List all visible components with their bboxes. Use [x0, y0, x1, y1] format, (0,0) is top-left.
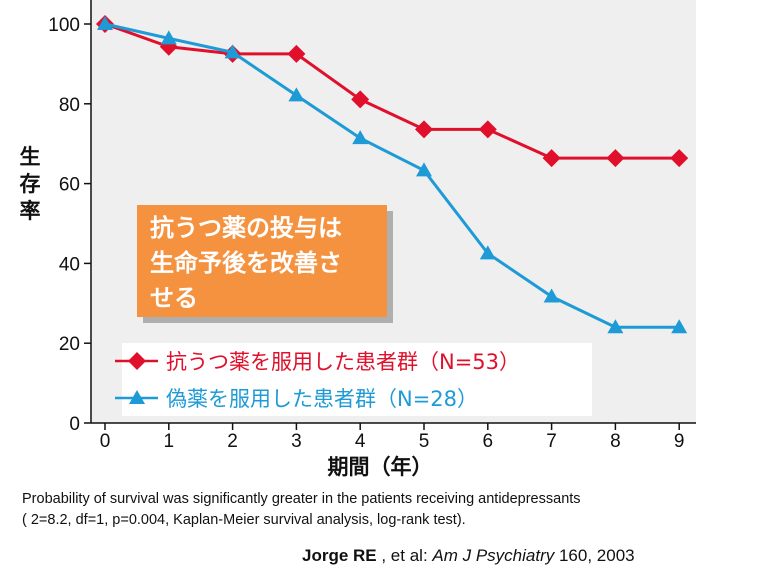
citation-rest: 160, 2003 [554, 546, 635, 565]
y-axis-title-char-2: 率 [20, 199, 41, 223]
series-0-point-8 [606, 149, 625, 168]
series-1-point-2 [224, 44, 241, 59]
series-1-point-8 [607, 319, 624, 334]
series-1-point-6 [479, 245, 496, 260]
y-axis-title-char-1: 存 [20, 172, 41, 196]
x-tick-label-2: 2 [227, 431, 238, 452]
annotation-box: 抗うつ薬の投与は 生命予後を改善さ せる [137, 205, 393, 323]
x-tick-label-3: 3 [291, 431, 302, 452]
y-tick-label-100: 100 [48, 15, 80, 36]
citation-journal: Am J Psychiatry [432, 546, 555, 565]
caption-line-2: ( 2=8.2, df=1, p=0.004, Kaplan-Meier sur… [22, 512, 466, 528]
legend-marker-drug [128, 352, 146, 370]
series-1-point-9 [671, 319, 688, 334]
series-1-point-7 [543, 288, 560, 303]
series-1-point-1 [160, 30, 177, 45]
series-0-point-9 [670, 149, 689, 168]
x-tick-label-6: 6 [483, 431, 494, 452]
series-0-point-5 [415, 120, 433, 139]
x-tick-label-1: 1 [164, 431, 175, 452]
series-1-point-5 [416, 162, 432, 177]
annotation-line-3: せる [150, 284, 198, 312]
legend-background [122, 343, 592, 416]
annotation-line-1: 抗うつ薬の投与は [150, 214, 342, 242]
series-0-point-4 [351, 90, 370, 109]
annotation-line-2: 生命予後を改善さ [150, 249, 342, 277]
y-tick-label-60: 60 [59, 175, 80, 196]
series-0-point-6 [478, 120, 497, 139]
y-axis-title: 生存率 [20, 145, 41, 223]
y-tick-label-80: 80 [59, 95, 80, 116]
x-tick-label-7: 7 [546, 431, 557, 452]
x-axis-ticks: 0 1 2 3 4 5 6 7 8 9 [100, 423, 685, 452]
x-tick-label-0: 0 [100, 431, 111, 452]
legend-marker-placebo [129, 390, 145, 404]
series-line-0 [104, 22, 680, 160]
x-tick-label-8: 8 [610, 431, 621, 452]
citation-mid: , et al: [376, 546, 433, 565]
y-tick-label-0: 0 [69, 414, 80, 435]
series-0-point-7 [542, 149, 561, 168]
survival-chart: 0 20 40 60 80 100 0 1 2 3 4 5 6 7 8 9 生存率 期間（年） 抗うつ薬の投… [20, 0, 696, 479]
y-tick-label-40: 40 [59, 254, 80, 275]
x-axis-title: 期間（年） [328, 455, 433, 479]
x-tick-label-9: 9 [674, 431, 685, 452]
series-1-point-4 [352, 130, 369, 145]
series-1-point-3 [288, 87, 305, 102]
x-tick-label-5: 5 [419, 431, 430, 452]
citation-author: Jorge RE [302, 546, 377, 565]
series-layer [96, 15, 689, 334]
y-axis-title-char-0: 生 [20, 145, 41, 169]
series-0-point-3 [287, 44, 306, 63]
series-line-1 [104, 22, 680, 329]
series-1-point-0 [97, 16, 113, 30]
citation: Jorge RE , et al: Am J Psychiatry 160, 2… [302, 546, 635, 566]
x-tick-label-4: 4 [355, 431, 366, 452]
y-axis-ticks: 0 20 40 60 80 100 [48, 15, 91, 435]
caption-line-1: Probability of survival was significantl… [22, 491, 581, 507]
y-tick-label-20: 20 [59, 334, 80, 355]
legend: 抗うつ薬を服用した患者群（N=53） 偽薬を服用した患者群（N=28） [115, 343, 592, 416]
legend-label-drug: 抗うつ薬を服用した患者群（N=53） [166, 350, 520, 374]
legend-label-placebo: 偽薬を服用した患者群（N=28） [166, 387, 478, 411]
